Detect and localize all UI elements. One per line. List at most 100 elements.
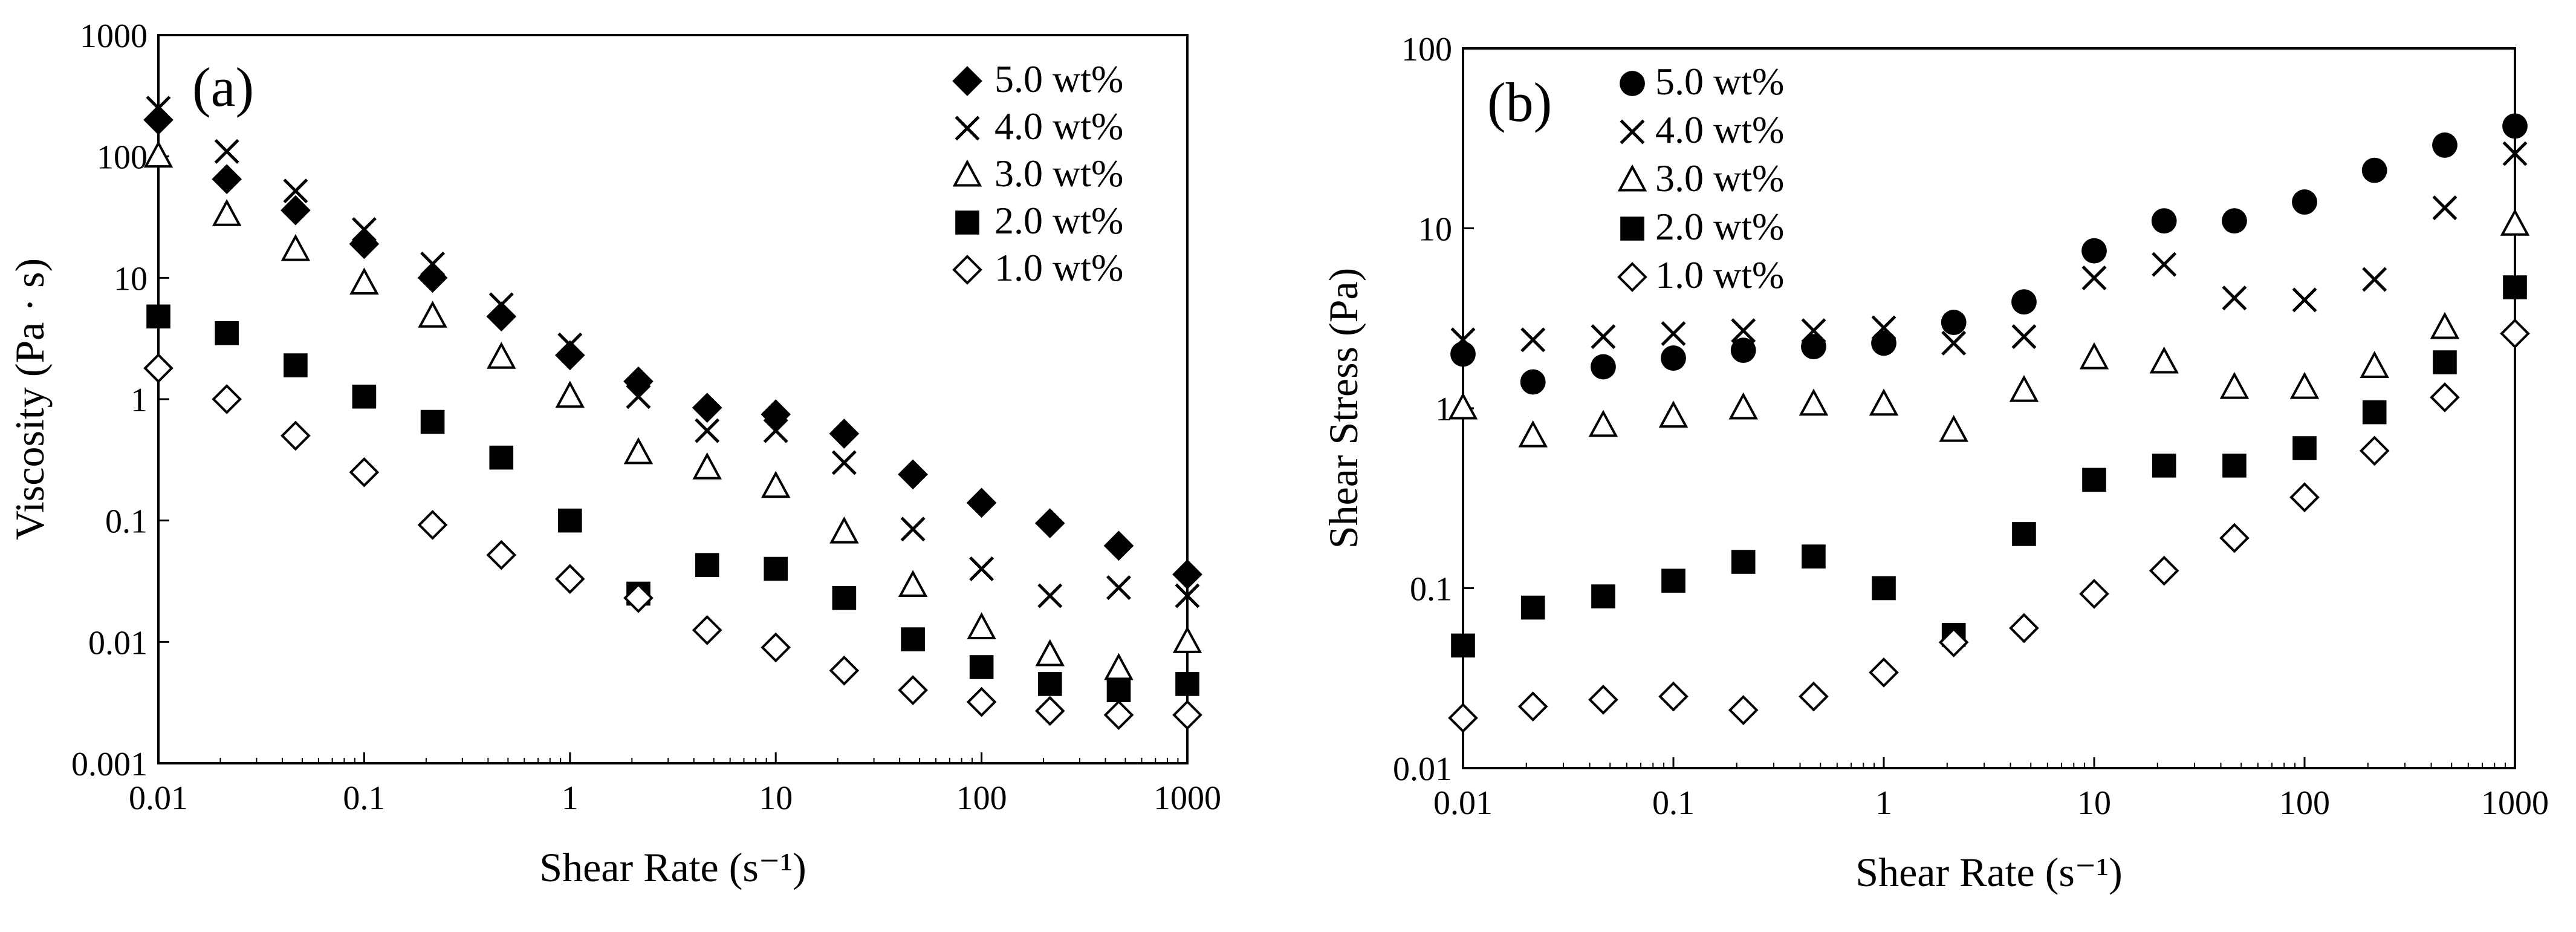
data-point — [417, 510, 448, 540]
series-4-0-wt- — [1450, 141, 2528, 356]
plot-frame — [1462, 47, 2516, 769]
data-point — [146, 96, 171, 121]
data-point-shape — [1799, 681, 1829, 712]
data-point — [2500, 318, 2530, 349]
data-point — [1103, 700, 1134, 730]
data-point — [626, 384, 651, 409]
legend-marker — [952, 66, 982, 96]
x-tick-label: 1000 — [2481, 784, 2549, 822]
data-point — [214, 138, 239, 164]
data-point-stroke-2 — [2222, 285, 2247, 311]
series-3-0-wt- — [1448, 209, 2530, 448]
y-tick-label: 1 — [1435, 391, 1452, 428]
data-point-shape — [558, 508, 582, 533]
data-point-shape — [1938, 627, 1969, 657]
data-point-shape — [489, 445, 514, 470]
data-point-shape — [1802, 544, 1826, 569]
data-point-shape — [1941, 310, 1967, 335]
data-point-stroke-2 — [214, 138, 239, 164]
data-point — [143, 140, 174, 168]
data-point — [695, 553, 719, 578]
data-point — [1871, 315, 1896, 341]
data-point-shape — [692, 452, 722, 480]
data-point-stroke-2 — [1941, 330, 1967, 356]
legend-label: 3.0 wt% — [994, 152, 1123, 195]
legend-marker — [1617, 164, 1647, 192]
data-point-shape — [829, 516, 859, 544]
data-point-shape — [352, 384, 377, 409]
series-2-0-wt- — [1451, 275, 2527, 658]
data-point — [2152, 454, 2176, 478]
x-tick-label: 10 — [2077, 784, 2111, 822]
data-point-shape — [2012, 522, 2036, 546]
legend-label: 1.0 wt% — [994, 246, 1123, 289]
data-point — [2222, 454, 2247, 478]
data-point — [829, 516, 859, 544]
data-point — [1104, 653, 1134, 680]
data-point — [146, 304, 170, 329]
data-point — [1728, 392, 1758, 420]
data-point-shape — [212, 199, 242, 226]
data-point — [143, 105, 174, 135]
data-point — [2011, 324, 2037, 350]
data-point-stroke-2 — [1871, 315, 1896, 341]
data-point — [2149, 555, 2179, 586]
data-point — [420, 409, 445, 434]
legend-marker — [1620, 119, 1645, 145]
data-point — [1658, 400, 1689, 428]
data-point-shape — [2149, 555, 2179, 586]
data-point — [1172, 700, 1202, 730]
data-point-shape — [1661, 569, 1685, 593]
data-point-stroke-2 — [2362, 267, 2387, 292]
legend-label: 2.0 wt% — [1655, 205, 1784, 248]
data-point-stroke-2 — [557, 332, 583, 357]
data-point-shape — [1730, 337, 1756, 363]
series-4-0-wt- — [146, 96, 1200, 608]
data-point-stroke-2 — [831, 450, 857, 475]
data-point-shape — [215, 321, 239, 345]
data-point-stroke-2 — [1520, 327, 1546, 353]
data-point — [900, 517, 926, 542]
data-point-shape — [2362, 400, 2387, 425]
data-point-shape — [1034, 508, 1065, 538]
data-point — [1103, 530, 1134, 561]
data-point — [901, 627, 925, 651]
data-point — [2362, 400, 2387, 425]
data-point — [1801, 334, 1826, 360]
data-point-shape — [1034, 696, 1065, 726]
data-point-stroke-2 — [1037, 583, 1063, 608]
data-point-shape — [1520, 595, 1545, 620]
data-point — [1591, 354, 1616, 380]
y-tick-label: 0.001 — [71, 746, 148, 783]
data-point-stroke-2 — [1106, 575, 1131, 601]
data-point — [898, 459, 928, 490]
data-point — [281, 420, 311, 451]
data-point-stroke-2 — [1661, 321, 1686, 347]
data-point — [417, 262, 448, 293]
legend: 5.0 wt% 4.0 wt% 3.0 wt% 2.0 wt% 1.0 wt% — [1617, 60, 1784, 296]
data-point-shape — [623, 366, 654, 397]
y-tick-label: 0.01 — [88, 624, 148, 662]
data-point — [829, 419, 860, 449]
data-point-shape — [692, 615, 722, 645]
series-1-0-wt- — [143, 353, 1202, 730]
data-point — [1518, 420, 1548, 448]
data-point — [1730, 337, 1756, 363]
legend-marker — [952, 255, 982, 285]
data-point — [1175, 583, 1200, 608]
data-point — [1801, 318, 1826, 344]
y-tick-label: 1 — [131, 382, 148, 419]
data-point-shape — [1658, 400, 1689, 428]
data-point — [2081, 238, 2107, 264]
data-point — [1588, 685, 1618, 715]
data-point-shape — [2079, 342, 2109, 370]
data-point-shape — [486, 539, 517, 570]
legend-label: 1.0 wt% — [1655, 253, 1784, 296]
data-point-stroke-2 — [763, 418, 788, 443]
data-point — [1941, 330, 1967, 356]
data-point-stroke-2 — [2011, 324, 2037, 350]
data-point — [2289, 371, 2320, 399]
data-point — [555, 380, 585, 408]
data-point — [831, 450, 857, 475]
